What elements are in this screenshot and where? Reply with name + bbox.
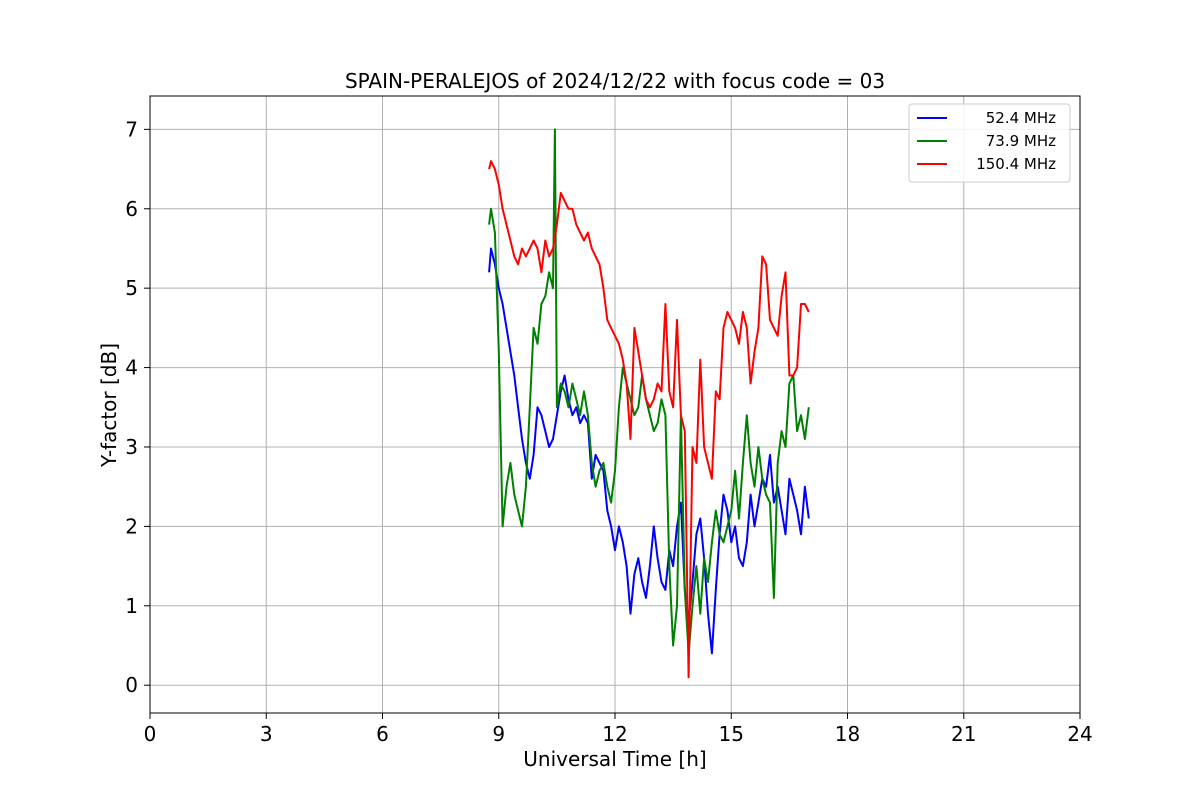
y-axis-ticks: 0 1 2 3 4 5 6 7 — [125, 117, 150, 697]
chart-title: SPAIN-PERALEJOS of 2024/12/22 with focus… — [345, 69, 885, 93]
x-tick-label: 0 — [144, 722, 157, 746]
y-tick-label: 0 — [125, 673, 138, 697]
series-line-1 — [488, 247, 810, 655]
legend-label: 150.4 MHz — [976, 155, 1056, 173]
legend-label: 73.9 MHz — [986, 132, 1056, 150]
x-tick-label: 15 — [719, 722, 744, 746]
x-tick-label: 24 — [1067, 722, 1092, 746]
legend-box — [908, 103, 1071, 183]
grid — [149, 96, 1081, 713]
y-tick-label: 6 — [125, 197, 138, 221]
x-axis-ticks: 0 3 6 9 12 15 18 21 24 — [144, 713, 1093, 746]
x-tick-label: 3 — [260, 722, 273, 746]
x-tick-label: 12 — [602, 722, 627, 746]
x-tick-label: 18 — [835, 722, 860, 746]
series-lines — [488, 128, 810, 679]
y-tick-label: 5 — [125, 276, 138, 300]
legend: 52.4 MHz 73.9 MHz 150.4 MHz — [908, 103, 1071, 183]
y-axis-label: Y-factor [dB] — [97, 343, 121, 468]
x-axis-label: Universal Time [h] — [523, 747, 706, 771]
y-tick-label: 2 — [125, 514, 138, 538]
x-tick-label: 21 — [951, 722, 976, 746]
y-tick-label: 1 — [125, 594, 138, 618]
y-tick-label: 4 — [125, 356, 138, 380]
legend-label: 52.4 MHz — [986, 109, 1056, 127]
series-line-3 — [488, 160, 810, 679]
x-tick-label: 9 — [492, 722, 505, 746]
x-tick-label: 6 — [376, 722, 389, 746]
y-tick-label: 7 — [125, 117, 138, 141]
y-tick-label: 3 — [125, 435, 138, 459]
